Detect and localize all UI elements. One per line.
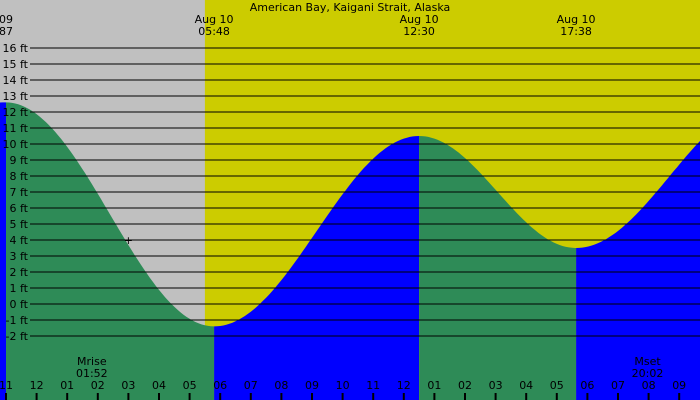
y-tick-label: 13 ft [3,90,29,103]
x-tick-label: 03 [489,379,503,392]
x-tick-label: 09 [672,379,686,392]
chart-title: American Bay, Kaigani Strait, Alaska [250,1,451,14]
y-tick-label: -2 ft [6,330,29,343]
x-tick-label: 08 [274,379,288,392]
x-tick-label: 12 [30,379,44,392]
y-tick-label: 7 ft [10,186,29,199]
x-tick-label: 04 [152,379,166,392]
tide-date-label: 09 [0,13,13,26]
tide-time-label: 05:48 [198,25,230,38]
y-tick-label: 6 ft [10,202,29,215]
y-tick-label: 14 ft [3,74,29,87]
height-gridlines [30,47,700,337]
tide-time-label: 87 [0,25,13,38]
y-tick-label: 12 ft [3,106,29,119]
y-tick-label: 3 ft [10,250,29,263]
moon-event-label: Mrise [77,355,107,368]
moon-event-time: 01:52 [76,367,108,380]
x-tick-label: 05 [550,379,564,392]
tide-date-label: Aug 10 [557,13,596,26]
y-tick-label: 16 ft [3,42,29,55]
tide-time-label: 12:30 [403,25,435,38]
x-tick-label: 01 [427,379,441,392]
x-tick-label: 02 [91,379,105,392]
y-tick-label: 8 ft [10,170,29,183]
x-tick-label: 12 [397,379,411,392]
x-tick-label: 02 [458,379,472,392]
y-tick-label: 2 ft [10,266,29,279]
x-tick-label: 04 [519,379,533,392]
x-tick-label: 08 [642,379,656,392]
x-tick-label: 11 [366,379,380,392]
current-tide-marker: + [124,234,133,247]
tide-time-label: 17:38 [560,25,592,38]
y-axis-labels: 16 ft 15 ft 14 ft 13 ft 12 ft 11 ft 10 ft 9 ft 8… [3,42,29,343]
y-tick-label: 15 ft [3,58,29,71]
y-tick-label: 0 ft [10,298,29,311]
moon-event-time: 20:02 [632,367,664,380]
x-tick-label: 06 [213,379,227,392]
falling-tide-segment [6,102,215,400]
rising-tide-segment [214,136,420,400]
rising-tide-segment [576,141,700,400]
y-tick-label: 9 ft [10,154,29,167]
tide-fills [0,102,700,400]
x-axis-labels: 11 12 01 02 03 04 05 06 07 08 09 10 11 12 01 02 03 04 05 06… [0,379,686,400]
y-tick-label: 1 ft [10,282,29,295]
x-tick-label: 05 [183,379,197,392]
x-tick-label: 10 [336,379,350,392]
rising-tide-segment [0,102,6,400]
falling-tide-segment [419,136,577,400]
y-tick-label: 5 ft [10,218,29,231]
tide-date-label: Aug 10 [195,13,234,26]
x-tick-label: 06 [580,379,594,392]
tide-date-label: Aug 10 [400,13,439,26]
x-tick-label: 03 [121,379,135,392]
y-tick-label: -1 ft [6,314,29,327]
y-tick-label: 4 ft [10,234,29,247]
x-tick-label: 11 [0,379,13,392]
x-tick-label: 09 [305,379,319,392]
moon-event-label: Mset [634,355,661,368]
x-tick-label: 01 [60,379,74,392]
x-tick-label: 07 [611,379,625,392]
x-tick-label: 07 [244,379,258,392]
y-tick-label: 10 ft [3,138,29,151]
y-tick-label: 11 ft [3,122,29,135]
